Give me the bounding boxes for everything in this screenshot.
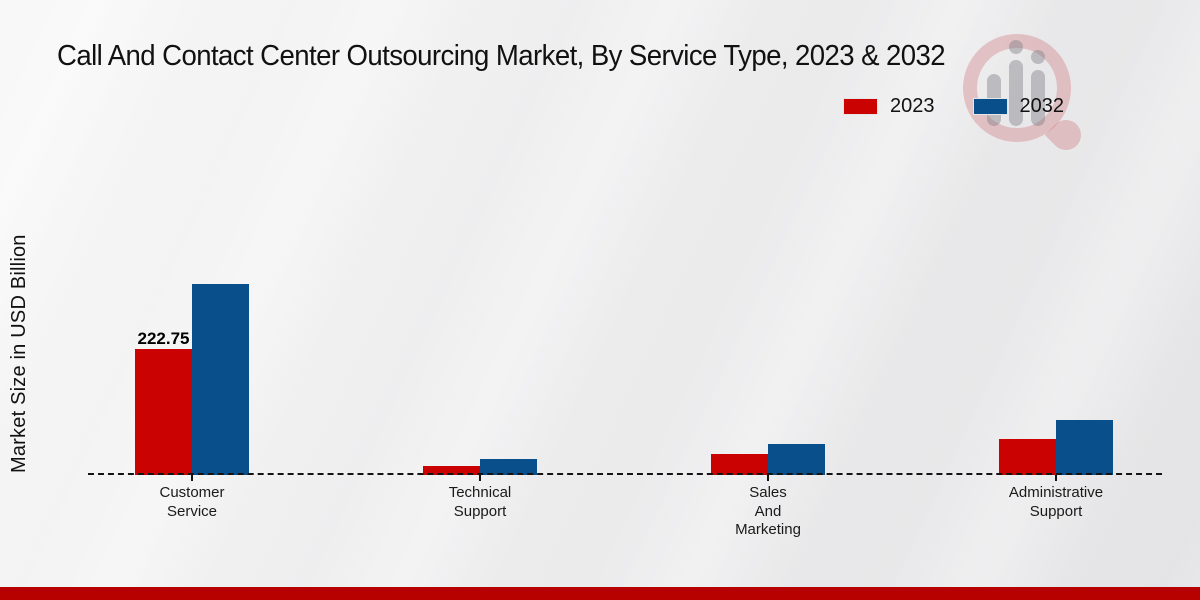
legend-item-2032: 2032 bbox=[972, 95, 1065, 118]
logo-dot bbox=[1009, 40, 1023, 54]
legend: 2023 2032 bbox=[843, 95, 1064, 118]
category-label-sales-and-marketing: Sales And Marketing bbox=[735, 484, 801, 538]
bar-2023-customer-service bbox=[135, 349, 192, 475]
bar-2032-sales-and-marketing bbox=[768, 444, 825, 475]
bottom-accent-band bbox=[0, 587, 1200, 600]
legend-swatch-2023 bbox=[843, 98, 878, 115]
bar-2032-technical-support bbox=[480, 459, 537, 475]
category-label-administrative-support: Administrative Support bbox=[1008, 484, 1104, 520]
x-axis-tick bbox=[1055, 475, 1057, 481]
x-axis-tick bbox=[479, 475, 481, 481]
logo-bar bbox=[1009, 60, 1023, 126]
x-axis-tick bbox=[191, 475, 193, 481]
legend-label-2032: 2032 bbox=[1019, 95, 1065, 117]
bar-2023-sales-and-marketing bbox=[711, 454, 768, 475]
chart-title: Call And Contact Center Outsourcing Mark… bbox=[57, 40, 946, 72]
x-axis-line bbox=[88, 473, 1162, 475]
legend-swatch-2032 bbox=[972, 98, 1008, 115]
legend-label-2023: 2023 bbox=[890, 95, 935, 117]
bar-2032-administrative-support bbox=[1056, 420, 1113, 475]
x-axis-tick bbox=[767, 475, 769, 481]
legend-item-2023: 2023 bbox=[843, 95, 935, 118]
bar-2023-administrative-support bbox=[999, 439, 1056, 475]
bar-2032-customer-service bbox=[192, 284, 249, 475]
category-label-technical-support: Technical Support bbox=[448, 484, 512, 520]
bar-value-label: 222.75 bbox=[137, 329, 190, 348]
logo-bar bbox=[1031, 70, 1045, 126]
bar-2023-technical-support bbox=[423, 466, 480, 475]
logo-dot bbox=[1031, 50, 1045, 64]
category-label-customer-service: Customer Service bbox=[159, 484, 225, 520]
